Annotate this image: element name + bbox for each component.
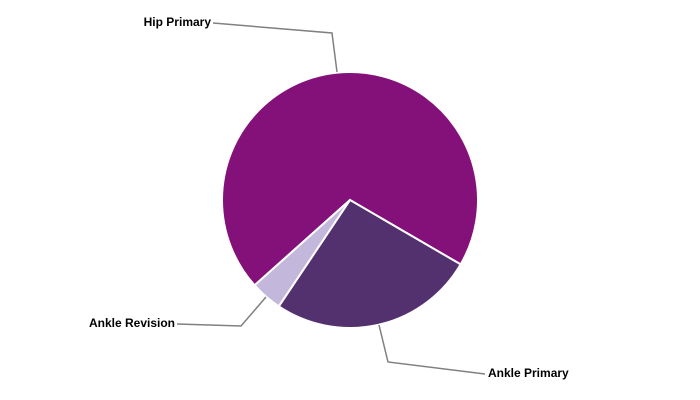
slice-label: Ankle Primary	[488, 366, 569, 380]
leader-line	[378, 324, 486, 375]
pie-slice	[253, 199, 351, 308]
leader-line	[176, 296, 267, 327]
leader-line	[212, 22, 338, 73]
slice-label: Ankle Revision	[89, 316, 175, 330]
slice-label: Hip Primary	[144, 15, 212, 29]
pie-slice	[277, 198, 462, 329]
pie-slice	[221, 71, 479, 287]
